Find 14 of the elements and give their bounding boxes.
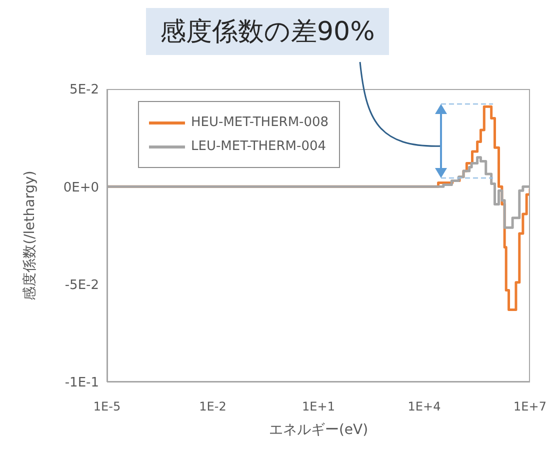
y-tick-label: -1E-1 <box>64 376 99 391</box>
y-tick-label: 0E+0 <box>63 180 99 196</box>
x-tick-label: 1E-5 <box>93 400 121 414</box>
legend-label: LEU-MET-THERM-004 <box>191 139 326 154</box>
x-tick-label: 1E+7 <box>514 400 546 414</box>
y-axis-title: 感度係数(/lethargy) <box>22 170 38 300</box>
x-tick-label: 1E+4 <box>408 400 441 414</box>
x-tick-label: 1E-2 <box>199 400 226 414</box>
text: 感度係数の差90% <box>146 8 389 55</box>
y-tick-label: 5E-2 <box>70 82 99 98</box>
y-tick-label: -5E-2 <box>64 278 99 293</box>
x-tick-label: 1E+1 <box>302 400 335 414</box>
x-axis-title: エネルギー(eV) <box>268 422 368 438</box>
legend-label: HEU-MET-THERM-008 <box>191 115 329 130</box>
